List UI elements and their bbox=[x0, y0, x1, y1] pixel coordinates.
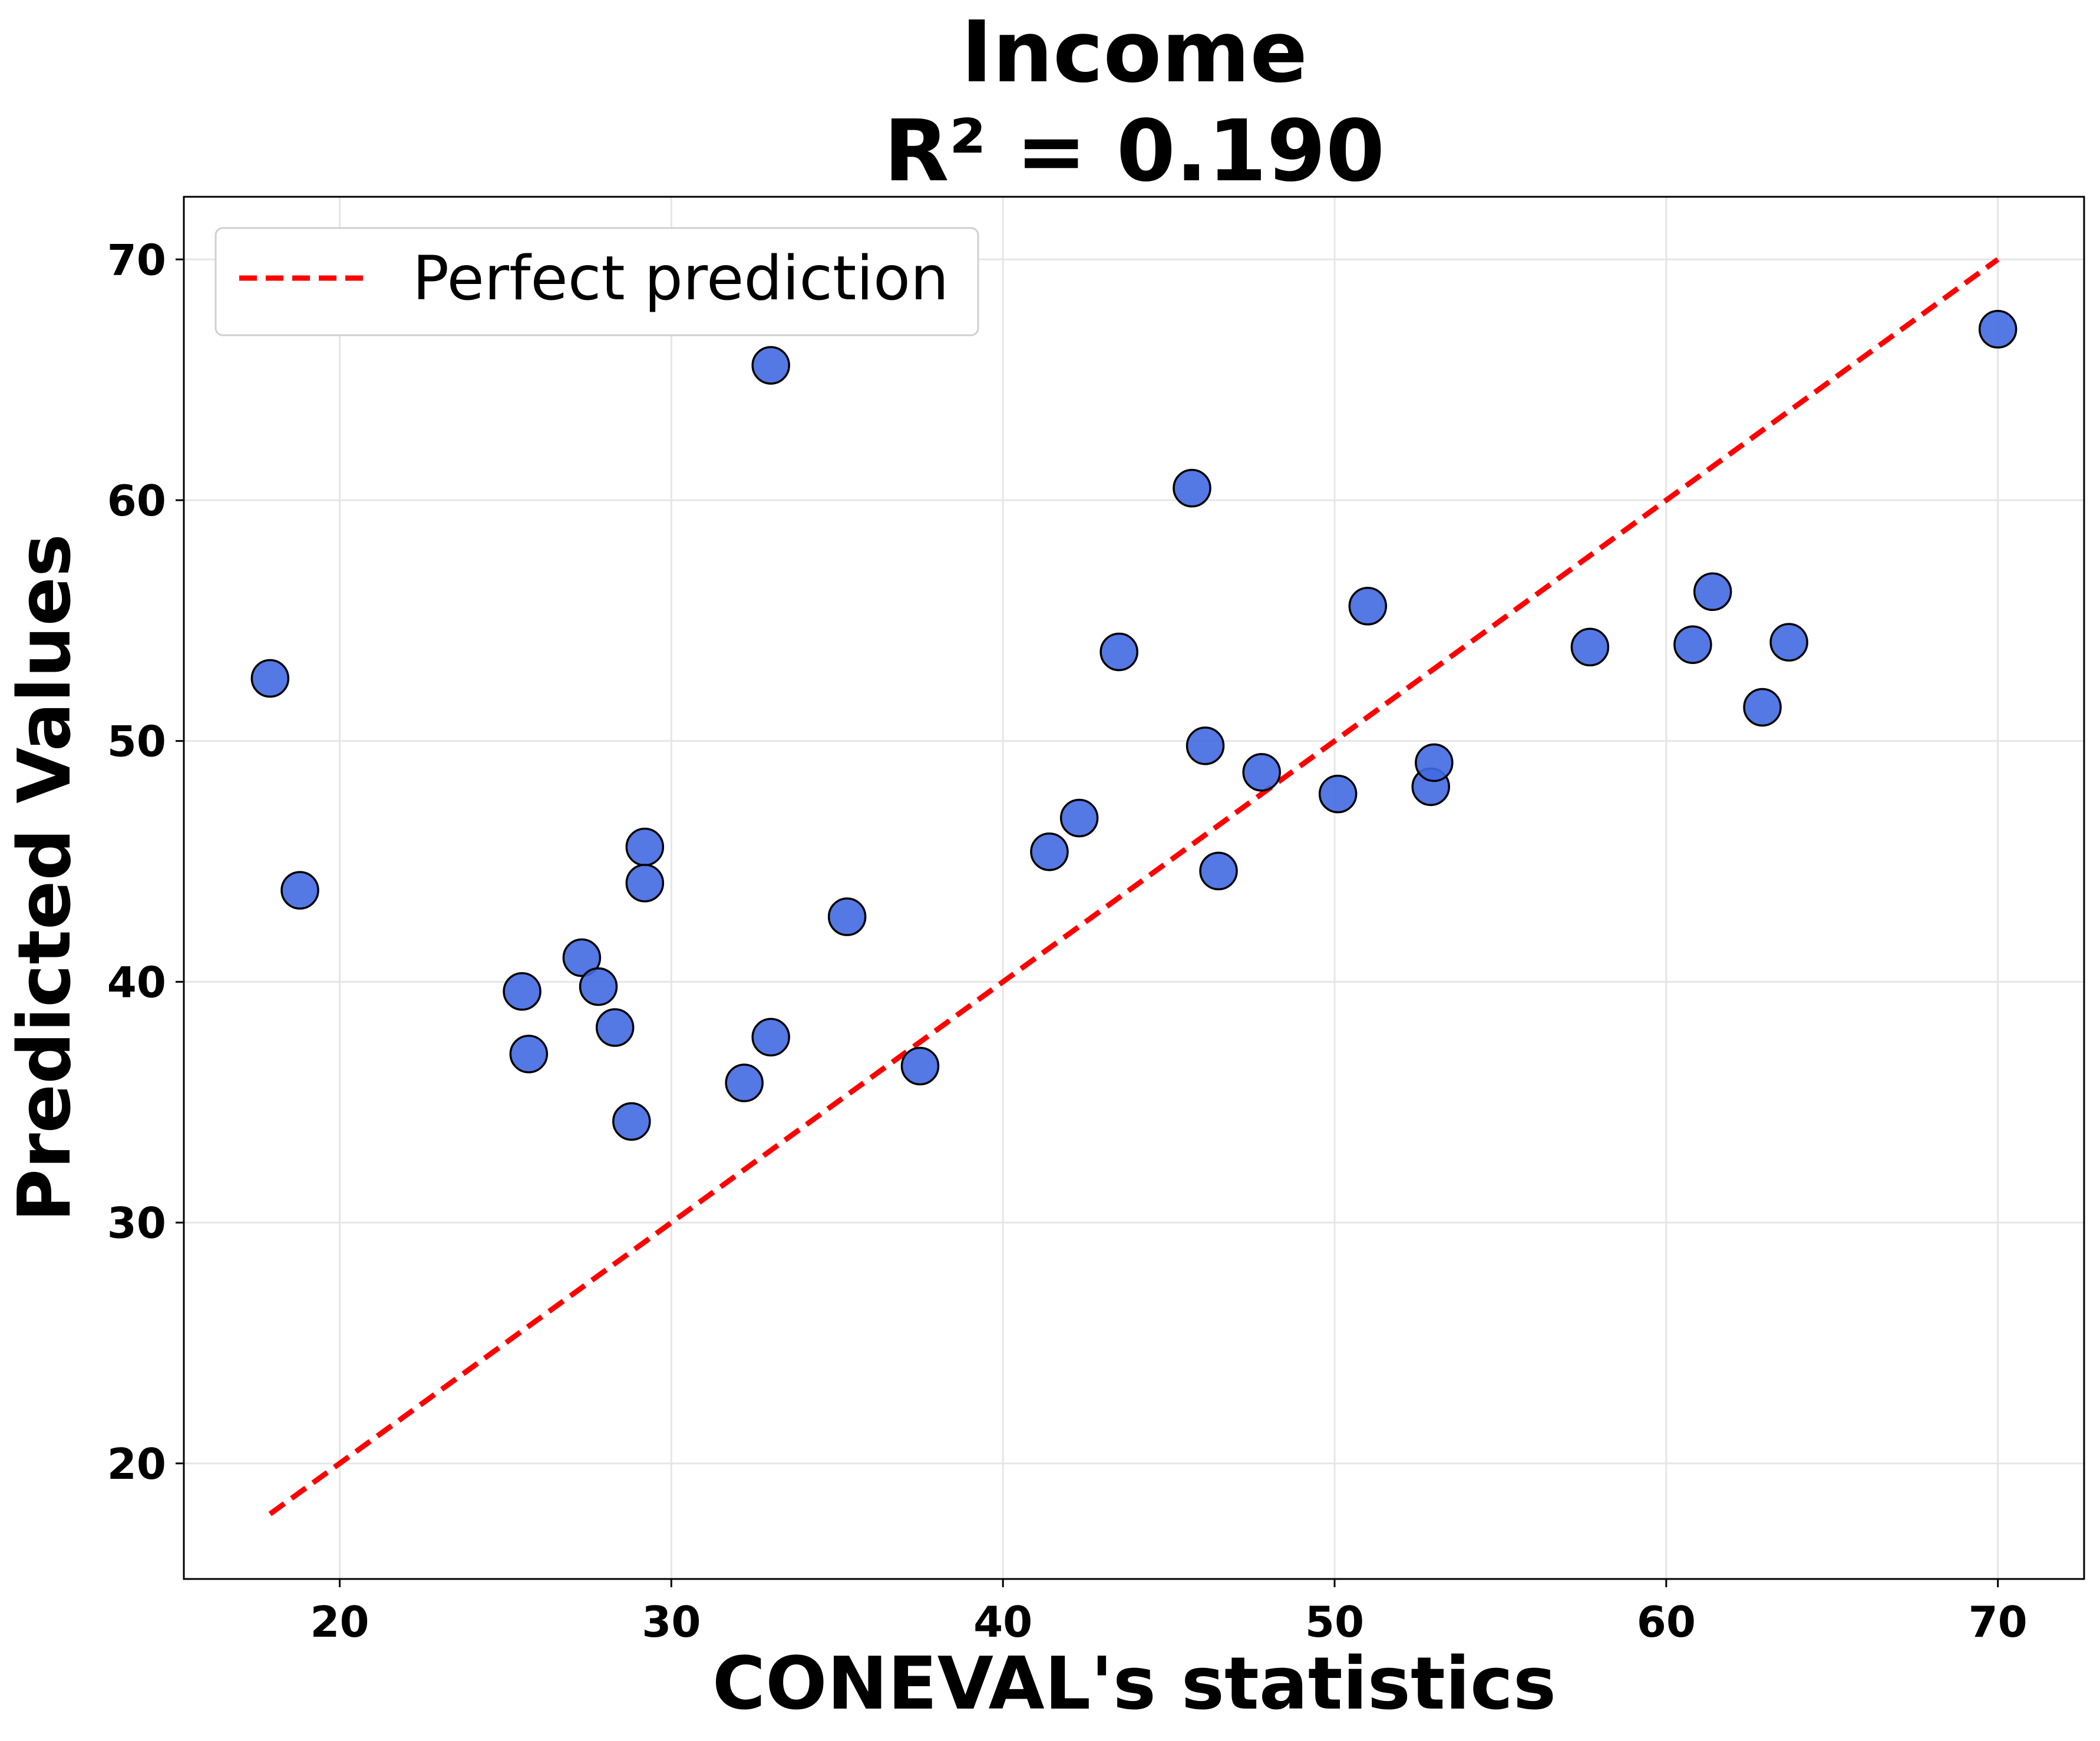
data-point bbox=[1978, 310, 2018, 349]
data-point bbox=[1769, 623, 1808, 662]
y-tick-label: 30 bbox=[107, 1198, 166, 1248]
data-point bbox=[1415, 743, 1454, 782]
y-tick-label: 70 bbox=[107, 235, 166, 285]
data-point bbox=[751, 1017, 790, 1057]
data-point bbox=[900, 1046, 940, 1086]
x-axis-label: CONEVAL's statistics bbox=[712, 1642, 1556, 1726]
data-point bbox=[1348, 587, 1388, 626]
data-point bbox=[1099, 632, 1138, 672]
x-tick-label: 60 bbox=[1637, 1597, 1696, 1647]
data-point bbox=[612, 1102, 651, 1141]
plot-area bbox=[183, 196, 2085, 1580]
data-point bbox=[1186, 726, 1225, 765]
chart-title-line-2: R² = 0.190 bbox=[884, 101, 1385, 200]
chart-title-line-1: Income bbox=[961, 2, 1307, 101]
data-point bbox=[280, 871, 319, 910]
data-point bbox=[625, 864, 665, 903]
data-point bbox=[827, 897, 867, 936]
data-point bbox=[1059, 798, 1099, 838]
y-tick-label: 60 bbox=[107, 476, 166, 526]
data-point bbox=[1242, 753, 1281, 792]
data-point bbox=[1173, 468, 1211, 508]
data-point bbox=[1693, 572, 1732, 612]
legend-box bbox=[214, 227, 979, 336]
data-point bbox=[1673, 625, 1712, 664]
data-point bbox=[751, 346, 790, 385]
data-point bbox=[625, 827, 665, 867]
data-point bbox=[1318, 774, 1358, 814]
data-point bbox=[579, 967, 618, 1006]
data-point bbox=[1030, 832, 1069, 871]
legend-entry-perfect-prediction: Perfect prediction bbox=[412, 243, 949, 314]
data-point bbox=[1570, 627, 1610, 667]
data-point bbox=[503, 972, 541, 1011]
y-tick-label: 50 bbox=[107, 717, 166, 767]
x-tick-label: 70 bbox=[1969, 1597, 2028, 1647]
x-tick-label: 30 bbox=[642, 1597, 701, 1647]
data-point bbox=[562, 938, 602, 977]
x-tick-label: 40 bbox=[973, 1597, 1032, 1647]
x-tick-label: 20 bbox=[310, 1597, 369, 1647]
x-tick-label: 50 bbox=[1305, 1597, 1364, 1647]
y-tick-label: 20 bbox=[107, 1439, 166, 1489]
legend: Perfect prediction bbox=[214, 227, 979, 336]
data-points bbox=[250, 310, 2018, 1141]
perfect-prediction-line bbox=[268, 257, 2000, 1517]
axis-ticks: 20 30 40 50 60 70 20 30 40 50 60 70 bbox=[107, 235, 2028, 1647]
y-tick-label: 40 bbox=[107, 957, 166, 1007]
data-point bbox=[1743, 688, 1782, 727]
data-point bbox=[509, 1035, 549, 1073]
data-point bbox=[1199, 851, 1238, 891]
data-point bbox=[250, 659, 290, 698]
data-point bbox=[725, 1063, 764, 1102]
y-axis-label: Predicted Values bbox=[3, 534, 87, 1222]
data-point bbox=[595, 1008, 635, 1047]
